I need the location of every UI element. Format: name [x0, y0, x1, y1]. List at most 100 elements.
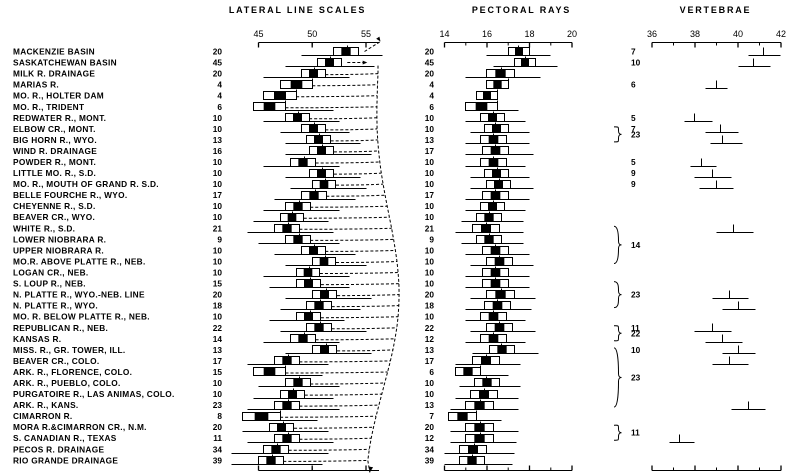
svg-text:SASKATCHEWAN BASIN: SASKATCHEWAN BASIN	[13, 58, 117, 68]
svg-text:KANSAS R.: KANSAS R.	[13, 334, 61, 344]
svg-text:MISS. R., GR. TOWER, ILL.: MISS. R., GR. TOWER, ILL.	[13, 345, 125, 355]
svg-text:10: 10	[425, 268, 435, 278]
svg-text:REDWATER R., MONT.: REDWATER R., MONT.	[13, 113, 106, 123]
svg-text:7: 7	[429, 411, 434, 421]
svg-text:BIG HORN R., WYO.: BIG HORN R., WYO.	[13, 135, 97, 145]
svg-text:20: 20	[213, 290, 223, 300]
svg-text:55: 55	[361, 29, 371, 39]
svg-text:13: 13	[425, 400, 435, 410]
svg-text:20: 20	[213, 422, 223, 432]
svg-text:BELLE FOURCHE R., WYO.: BELLE FOURCHE R., WYO.	[13, 190, 127, 200]
svg-text:4: 4	[429, 91, 434, 101]
svg-text:MO. R., HOLTER DAM: MO. R., HOLTER DAM	[13, 91, 104, 101]
svg-text:9: 9	[631, 168, 636, 178]
svg-text:LATERAL LINE SCALES: LATERAL LINE SCALES	[229, 5, 366, 15]
svg-text:10: 10	[425, 179, 435, 189]
svg-text:10: 10	[631, 58, 641, 68]
svg-text:ARK. R., KANS.: ARK. R., KANS.	[13, 400, 79, 410]
svg-text:10: 10	[213, 124, 223, 134]
svg-text:20: 20	[425, 422, 435, 432]
svg-text:11: 11	[631, 428, 640, 438]
svg-text:17: 17	[213, 356, 223, 366]
svg-text:14: 14	[213, 334, 223, 344]
svg-text:10: 10	[213, 378, 223, 388]
svg-text:POWDER R., MONT.: POWDER R., MONT.	[13, 157, 96, 167]
svg-text:RIO GRANDE DRAINAGE: RIO GRANDE DRAINAGE	[13, 455, 118, 465]
svg-text:14: 14	[439, 29, 449, 39]
svg-text:10: 10	[213, 157, 223, 167]
svg-text:17: 17	[425, 190, 435, 200]
svg-text:10: 10	[425, 257, 435, 267]
svg-text:13: 13	[425, 135, 435, 145]
svg-text:4: 4	[429, 80, 434, 90]
svg-text:16: 16	[213, 146, 223, 156]
svg-text:39: 39	[213, 455, 223, 465]
svg-text:34: 34	[213, 444, 223, 454]
svg-text:CIMARRON R.: CIMARRON R.	[13, 411, 73, 421]
svg-text:MO.R. ABOVE PLATTE R., NEB.: MO.R. ABOVE PLATTE R., NEB.	[13, 257, 146, 267]
svg-text:10: 10	[425, 168, 435, 178]
svg-text:38: 38	[690, 29, 700, 39]
svg-text:MORA R.&CIMARRON CR., N.M.: MORA R.&CIMARRON CR., N.M.	[13, 422, 147, 432]
svg-text:MO. R., TRIDENT: MO. R., TRIDENT	[13, 102, 84, 112]
svg-text:5: 5	[631, 113, 636, 123]
svg-text:20: 20	[213, 47, 223, 57]
svg-text:17: 17	[425, 356, 435, 366]
svg-text:10: 10	[213, 179, 223, 189]
svg-text:15: 15	[213, 367, 223, 377]
svg-text:6: 6	[631, 80, 636, 90]
svg-text:17: 17	[213, 190, 223, 200]
svg-text:9: 9	[631, 179, 636, 189]
svg-text:6: 6	[429, 367, 434, 377]
svg-text:PECTORAL RAYS: PECTORAL RAYS	[472, 5, 571, 15]
svg-text:23: 23	[631, 129, 641, 139]
svg-text:20: 20	[425, 69, 435, 79]
svg-text:13: 13	[213, 135, 223, 145]
svg-text:CHEYENNE R., S.D.: CHEYENNE R., S.D.	[13, 201, 96, 211]
svg-text:42: 42	[776, 29, 786, 39]
svg-text:S. CANADIAN R., TEXAS: S. CANADIAN R., TEXAS	[13, 433, 117, 443]
svg-text:36: 36	[647, 29, 657, 39]
svg-text:10: 10	[425, 212, 435, 222]
svg-text:5: 5	[631, 157, 636, 167]
svg-text:13: 13	[213, 345, 223, 355]
svg-text:PECOS R. DRAINAGE: PECOS R. DRAINAGE	[13, 444, 104, 454]
svg-text:22: 22	[213, 323, 223, 333]
svg-text:15: 15	[213, 279, 223, 289]
svg-text:20: 20	[567, 29, 577, 39]
svg-text:20: 20	[213, 69, 223, 79]
svg-text:10: 10	[425, 378, 435, 388]
svg-text:18: 18	[524, 29, 534, 39]
svg-text:6: 6	[429, 102, 434, 112]
svg-text:MO. R. BELOW PLATTE R., NEB.: MO. R. BELOW PLATTE R., NEB.	[13, 312, 150, 322]
svg-text:17: 17	[425, 146, 435, 156]
svg-text:21: 21	[213, 223, 223, 233]
svg-text:45: 45	[253, 29, 263, 39]
svg-text:9: 9	[217, 234, 222, 244]
svg-text:39: 39	[425, 455, 435, 465]
svg-text:6: 6	[217, 102, 222, 112]
svg-text:ELBOW CR., MONT.: ELBOW CR., MONT.	[13, 124, 96, 134]
svg-text:PURGATOIRE R., LAS ANIMAS, COL: PURGATOIRE R., LAS ANIMAS, COLO.	[13, 389, 175, 399]
svg-text:12: 12	[425, 334, 435, 344]
svg-text:10: 10	[425, 124, 435, 134]
svg-text:BEAVER CR., COLO.: BEAVER CR., COLO.	[13, 356, 100, 366]
svg-text:20: 20	[425, 47, 435, 57]
svg-text:ARK. R., FLORENCE, COLO.: ARK. R., FLORENCE, COLO.	[13, 367, 132, 377]
svg-text:20: 20	[425, 290, 435, 300]
svg-text:10: 10	[631, 345, 641, 355]
svg-text:10: 10	[425, 201, 435, 211]
svg-text:21: 21	[425, 223, 435, 233]
svg-text:ARK. R., PUEBLO, COLO.: ARK. R., PUEBLO, COLO.	[13, 378, 121, 388]
svg-text:13: 13	[425, 345, 435, 355]
svg-text:10: 10	[425, 245, 435, 255]
svg-text:VERTEBRAE: VERTEBRAE	[680, 5, 752, 15]
svg-text:4: 4	[217, 80, 222, 90]
svg-text:REPUBLICAN R., NEB.: REPUBLICAN R., NEB.	[13, 323, 108, 333]
svg-text:45: 45	[213, 58, 223, 68]
svg-text:BEAVER CR., WYO.: BEAVER CR., WYO.	[13, 212, 95, 222]
svg-text:10: 10	[213, 201, 223, 211]
svg-text:10: 10	[425, 389, 435, 399]
svg-text:10: 10	[425, 279, 435, 289]
svg-text:S. LOUP R., NEB.: S. LOUP R., NEB.	[13, 279, 86, 289]
